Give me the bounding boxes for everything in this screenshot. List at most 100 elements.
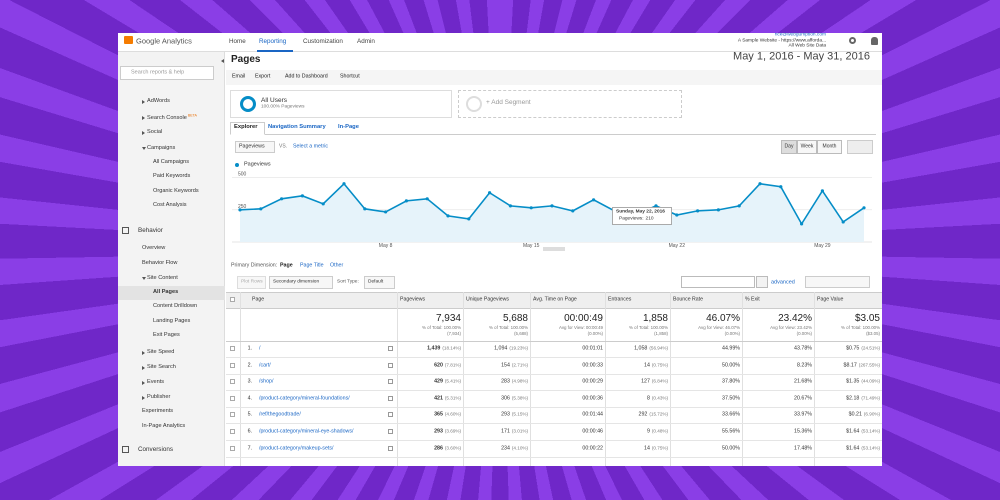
segment-box[interactable] [230,90,452,118]
scroll-handle[interactable] [543,247,565,251]
cell-value: $1.64 [846,428,860,435]
secondary-btn[interactable] [269,276,333,289]
nav-item[interactable]: Site Content [147,275,178,282]
row-checkbox[interactable] [230,379,235,384]
notifications-icon[interactable] [871,37,878,45]
cell: 37.80% [722,379,740,384]
nav-item[interactable]: Experiments [142,408,174,415]
action-button[interactable]: Email [232,73,246,80]
nav-item[interactable]: Home [229,37,246,45]
page-link[interactable]: /cart/ [259,362,271,369]
nav-item[interactable]: Admin [357,37,375,45]
open-link-icon[interactable] [388,412,393,417]
nav-item[interactable]: Site Search [147,364,176,371]
cell: 55.56% [722,429,740,434]
page-link[interactable]: /shop/ [259,378,274,385]
nav-item[interactable]: Events [147,379,165,386]
open-link-icon[interactable] [388,446,393,451]
nav-item[interactable]: Social [147,129,163,136]
add-segment-box[interactable] [458,90,682,118]
nav-item[interactable]: In-Page Analytics [142,423,186,430]
page-link[interactable]: /product-category/makeup-sets/ [259,445,334,452]
date-range[interactable]: May 1, 2016 - May 31, 2016 [733,50,870,63]
column-header[interactable]: Avg. Time on Page [533,296,577,303]
nav-item[interactable]: Customization [303,37,343,45]
tooltip-label: Pageviews: 210 [619,216,654,222]
action-button[interactable]: Shortcut [340,73,360,80]
column-header[interactable]: Page Value [817,296,844,303]
dimension-option[interactable]: Page Title [300,262,324,269]
nav-item[interactable]: Landing Pages [153,318,191,325]
nav-item[interactable]: Campaigns [147,145,176,152]
cell-value: 293 [501,411,510,418]
column-header[interactable]: Entrances [608,296,632,303]
nav-item[interactable]: Site Speed [147,349,175,356]
nav-item[interactable]: All Campaigns [153,159,190,166]
action-button[interactable]: Export [255,73,271,80]
row-checkbox[interactable] [230,396,235,401]
plot-rows-btn[interactable] [237,276,266,289]
nav-item[interactable]: Search ConsoleBETA [147,113,197,122]
action-button[interactable]: Add to Dashboard [285,73,328,80]
row-checkbox[interactable] [230,346,235,351]
nav-item[interactable]: Behavior Flow [142,260,178,267]
nav-item[interactable]: Reporting [259,37,287,45]
plot-rows: Plot Rows [241,279,263,285]
page-link[interactable]: /ref/thegoodtrade/ [259,411,301,418]
dimension-option[interactable]: Other [330,262,344,269]
column-header[interactable]: Unique Pageviews [466,296,509,303]
tab[interactable]: Explorer [234,124,258,131]
total-detail: % of Total: 100.00% [841,324,880,330]
open-link-icon[interactable] [388,363,393,368]
open-link-icon[interactable] [388,379,393,384]
chart-type-buttons[interactable] [847,140,873,154]
column-header[interactable]: Bounce Rate [673,296,703,303]
open-link-icon[interactable] [388,429,393,434]
sort-label: Sort Type: [337,279,359,285]
row-checkbox[interactable] [230,446,235,451]
row-checkbox[interactable] [230,412,235,417]
nav-item[interactable]: Organic Keywords [153,188,199,195]
period-button[interactable] [797,140,817,154]
column-header[interactable]: Page [252,296,265,303]
sort-btn[interactable] [364,276,395,289]
advanced-link[interactable]: advanced [771,279,795,286]
table-search[interactable] [681,276,755,288]
nav-item[interactable]: Publisher [147,394,171,401]
row-checkbox[interactable] [230,429,235,434]
tabs-line [230,134,876,135]
page-link[interactable]: /product-category/mineral-eye-shadows/ [259,428,354,435]
view-icons[interactable] [805,276,870,288]
search-box[interactable] [120,66,214,80]
dimension-option[interactable]: Page [280,262,293,269]
metric-other[interactable]: Select a metric [293,143,329,150]
nav-item[interactable]: Overview [142,245,166,252]
period-button[interactable] [781,140,797,154]
row-checkbox[interactable] [230,363,235,368]
tab[interactable]: In-Page [338,124,359,131]
header-checkbox[interactable] [230,297,235,302]
table-head-bg [226,292,882,309]
nav-item[interactable]: All Pages [153,289,179,296]
nav-section[interactable]: Conversions [138,445,173,453]
column-header[interactable]: Pageviews [400,296,426,303]
cell-value: 8.23% [796,362,812,369]
nav-section[interactable]: Behavior [138,226,163,234]
open-link-icon[interactable] [388,346,393,351]
tab[interactable]: Navigation Summary [268,124,326,131]
nav-item[interactable]: Paid Keywords [153,173,191,180]
table-search-btn[interactable] [756,276,768,288]
open-link-icon[interactable] [388,396,393,401]
nav-item[interactable]: AdWords [147,98,170,105]
metric-select[interactable] [235,141,275,153]
period-button[interactable] [817,140,842,154]
page-link[interactable]: /product-category/mineral-foundations/ [259,395,350,402]
nav-item[interactable]: Exit Pages [153,332,180,339]
column-header[interactable]: % Exit [745,296,760,303]
add-segment[interactable]: + Add Segment [486,98,531,106]
nav-item[interactable]: Content Drilldown [153,303,198,310]
collapse-arrow[interactable] [221,59,224,63]
nav-item[interactable]: Cost Analysis [153,202,187,209]
settings-icon[interactable] [849,37,856,44]
page-link[interactable]: / [259,345,261,352]
